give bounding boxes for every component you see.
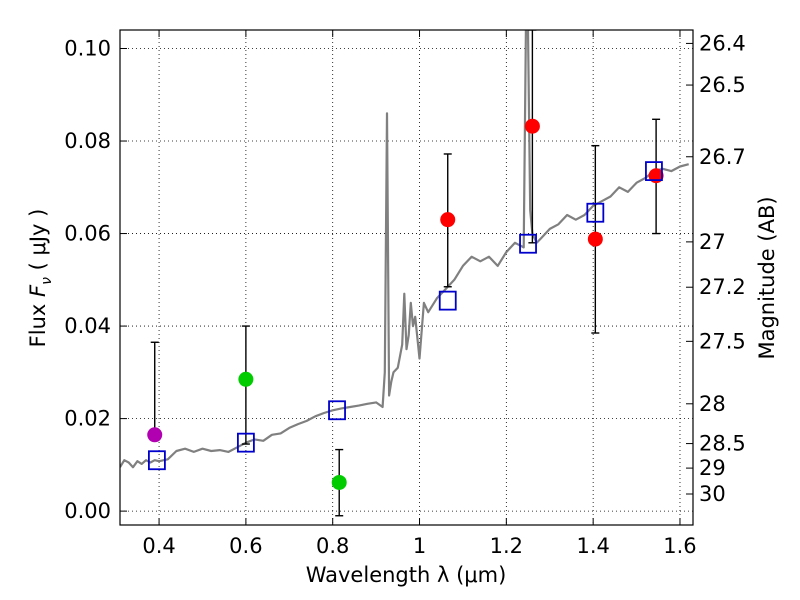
x-tick-label-2: 0.8: [316, 534, 349, 558]
y-tick-label-4: 0.08: [64, 129, 111, 153]
x-tick-label-4: 1.2: [490, 534, 523, 558]
plot-area: [120, 30, 689, 517]
y-tick-label-3: 0.06: [64, 222, 111, 246]
model-photometry-square-4: [519, 233, 537, 254]
x-tick-label-3: 1: [413, 534, 426, 558]
right-axis-label: Magnitude (AB): [755, 196, 779, 359]
right-tick-label-1: 26.5: [699, 73, 746, 97]
observed-point-1: [238, 371, 254, 387]
observed-point-5: [587, 231, 603, 247]
right-tick-label-6: 28: [699, 392, 726, 416]
observed-point-3: [440, 212, 456, 228]
right-tick-label-4: 27.2: [699, 275, 746, 299]
y-axis-label-prefix: Flux: [26, 297, 50, 347]
model-photometry-square-5: [586, 202, 605, 223]
y-axis-label-sub: ν: [39, 277, 55, 285]
y-tick-label-5: 0.10: [64, 37, 111, 61]
y-tick-label-1: 0.02: [64, 407, 111, 431]
right-tick-label-5: 27.5: [699, 329, 746, 353]
right-tick-label-3: 27: [699, 230, 726, 254]
model-photometry-square-0: [147, 450, 166, 471]
x-tick-label-6: 1.6: [663, 534, 696, 558]
y-tick-label-2: 0.04: [64, 314, 111, 338]
x-tick-label-1: 0.6: [229, 534, 262, 558]
model-spectrum-line: [120, 30, 689, 469]
plot-frame: [119, 29, 694, 526]
y-axis-label-var: F: [26, 284, 50, 297]
y-axis-label-unit: ( μJy ): [26, 209, 50, 277]
model-photometry-square-3: [438, 290, 457, 311]
x-tick-label-0: 0.4: [142, 534, 175, 558]
x-tick-label-5: 1.4: [576, 534, 609, 558]
right-tick-label-7: 28.5: [699, 432, 746, 456]
y-tick-label-0: 0.00: [64, 499, 111, 523]
model-photometry-square-6: [645, 161, 663, 181]
y-axis-label: Flux Fν ( μJy ): [26, 209, 55, 348]
x-axis-label: Wavelength λ (μm): [306, 563, 507, 587]
right-tick-label-2: 26.7: [699, 145, 746, 169]
right-tick-label-8: 29: [699, 456, 726, 480]
observed-point-4: [524, 118, 540, 134]
observed-point-0: [147, 427, 163, 443]
model-photometry-square-1: [236, 432, 255, 453]
axis-ticks: 0.4 0.6 0.8 1 1.2 1.4 1.6 0.00 0.02 0.04 0.06 0.08 0…: [64, 30, 746, 558]
grid: [120, 30, 693, 525]
right-tick-label-9: 30: [699, 482, 726, 506]
right-tick-label-0: 26.4: [699, 31, 746, 55]
model-photometry-square-2: [328, 400, 346, 421]
observed-point-2: [331, 474, 347, 490]
